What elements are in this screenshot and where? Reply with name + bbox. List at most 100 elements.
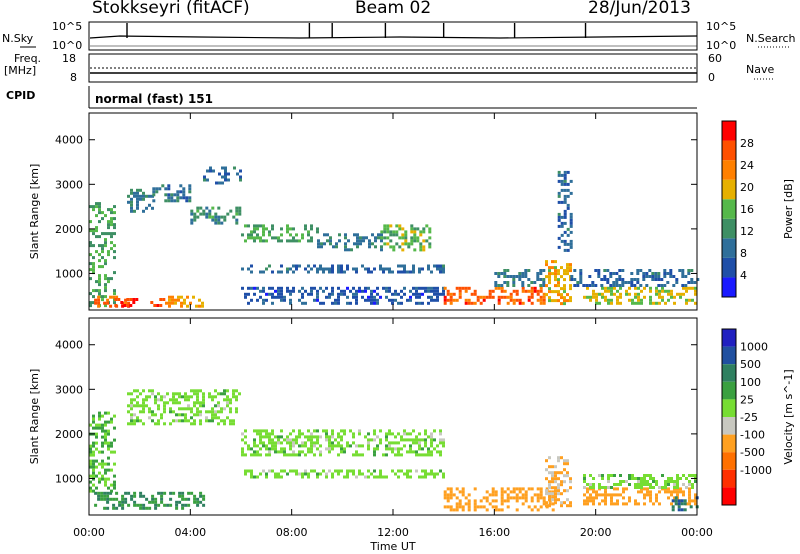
heatmap-cell bbox=[376, 444, 379, 448]
heatmap-cell bbox=[112, 497, 116, 501]
heatmap-cell bbox=[640, 289, 643, 293]
heatmap-cell bbox=[682, 286, 685, 290]
heatmap-cell bbox=[615, 272, 619, 275]
heatmap-cell bbox=[280, 289, 283, 293]
heatmap-cell bbox=[110, 235, 113, 239]
heatmap-cell bbox=[148, 410, 151, 414]
heatmap-cell bbox=[404, 242, 408, 246]
heatmap-cell bbox=[422, 230, 426, 234]
heatmap-cell bbox=[618, 284, 622, 287]
heatmap-cell bbox=[217, 401, 220, 405]
heatmap-cell bbox=[169, 503, 173, 507]
heatmap-cell bbox=[262, 286, 265, 290]
heatmap-cell bbox=[613, 487, 616, 491]
heatmap-cell bbox=[542, 301, 546, 305]
heatmap-cell bbox=[557, 483, 560, 487]
heatmap-cell bbox=[229, 398, 232, 402]
heatmap-cell bbox=[250, 472, 253, 476]
heatmap-cell bbox=[136, 389, 139, 393]
heatmap-cell bbox=[198, 298, 201, 302]
heatmap-cell bbox=[316, 292, 319, 296]
heatmap-cell bbox=[203, 178, 206, 182]
heatmap-cell bbox=[107, 253, 110, 257]
heatmap-cell bbox=[217, 422, 220, 426]
heatmap-cell bbox=[107, 441, 110, 445]
heatmap-cell bbox=[97, 295, 101, 299]
heatmap-cell bbox=[554, 465, 557, 469]
heatmap-cell bbox=[95, 235, 98, 239]
heatmap-cell bbox=[418, 267, 421, 271]
heatmap-cell bbox=[433, 438, 436, 442]
heatmap-cell bbox=[250, 264, 253, 268]
heatmap-cell bbox=[268, 453, 271, 457]
heatmap-cell bbox=[98, 426, 101, 430]
heatmap-cell bbox=[352, 453, 355, 457]
heatmap-cell bbox=[658, 486, 661, 489]
heatmap-cell bbox=[346, 264, 349, 268]
heatmap-cell bbox=[385, 453, 388, 457]
heatmap-cell bbox=[403, 472, 406, 476]
heatmap-cell bbox=[634, 477, 637, 480]
heatmap-cell bbox=[443, 490, 447, 494]
heatmap-cell bbox=[316, 267, 319, 271]
heatmap-cell bbox=[443, 505, 447, 509]
heatmap-cell bbox=[685, 477, 688, 480]
heatmap-cell bbox=[506, 493, 510, 497]
heatmap-cell bbox=[110, 211, 113, 215]
heatmap-cell bbox=[424, 453, 427, 457]
heatmap-cell bbox=[177, 295, 180, 299]
heatmap-cell bbox=[344, 236, 347, 240]
heatmap-cell bbox=[442, 438, 445, 442]
heatmap-cell bbox=[470, 292, 474, 296]
heatmap-cell bbox=[199, 206, 203, 210]
heatmap-cell bbox=[268, 233, 271, 237]
heatmap-cell bbox=[343, 429, 346, 433]
heatmap-cell bbox=[329, 236, 332, 240]
heatmap-cell bbox=[612, 281, 616, 284]
heatmap-cell bbox=[326, 239, 329, 243]
heatmap-cell bbox=[407, 242, 411, 246]
heatmap-cell bbox=[554, 474, 557, 478]
heatmap-cell bbox=[280, 286, 283, 290]
heatmap-cell bbox=[400, 270, 403, 274]
heatmap-cell bbox=[295, 441, 298, 445]
heatmap-cell bbox=[588, 275, 592, 278]
y-axis-label: Slant Range [km] bbox=[28, 369, 41, 465]
heatmap-cell bbox=[196, 209, 200, 213]
heatmap-cell bbox=[133, 209, 136, 213]
heatmap-cell bbox=[322, 267, 325, 271]
heatmap-cell bbox=[554, 266, 557, 270]
heatmap-cell bbox=[214, 212, 218, 216]
heatmap-cell bbox=[250, 469, 253, 473]
heatmap-cell bbox=[551, 474, 554, 478]
heatmap-cell bbox=[406, 450, 409, 454]
heatmap-cell bbox=[250, 230, 253, 234]
heatmap-cell bbox=[566, 489, 569, 493]
heatmap-cell bbox=[142, 191, 145, 195]
heatmap-cell bbox=[106, 497, 110, 501]
heatmap-cell bbox=[433, 286, 436, 290]
heatmap-cell bbox=[683, 508, 687, 512]
heatmap-cell bbox=[262, 227, 265, 231]
heatmap-cell bbox=[421, 469, 424, 473]
heatmap-cell bbox=[157, 392, 160, 396]
heatmap-cell bbox=[442, 267, 445, 271]
heatmap-cell bbox=[298, 444, 301, 448]
heatmap-cell bbox=[479, 505, 483, 509]
heatmap-cell bbox=[361, 289, 364, 293]
heatmap-cell bbox=[329, 239, 332, 243]
heatmap-cell bbox=[643, 483, 646, 486]
heatmap-cell bbox=[557, 236, 561, 240]
heatmap-cell bbox=[380, 233, 383, 237]
heatmap-cell bbox=[660, 278, 664, 281]
heatmap-cell bbox=[676, 483, 679, 486]
heatmap-cell bbox=[271, 227, 274, 231]
heatmap-cell bbox=[563, 242, 567, 246]
heatmap-cell bbox=[133, 419, 136, 423]
heatmap-cell bbox=[612, 284, 616, 287]
heatmap-cell bbox=[586, 499, 589, 503]
heatmap-cell bbox=[124, 301, 128, 305]
heatmap-cell bbox=[397, 441, 400, 445]
heatmap-cell bbox=[190, 422, 193, 426]
